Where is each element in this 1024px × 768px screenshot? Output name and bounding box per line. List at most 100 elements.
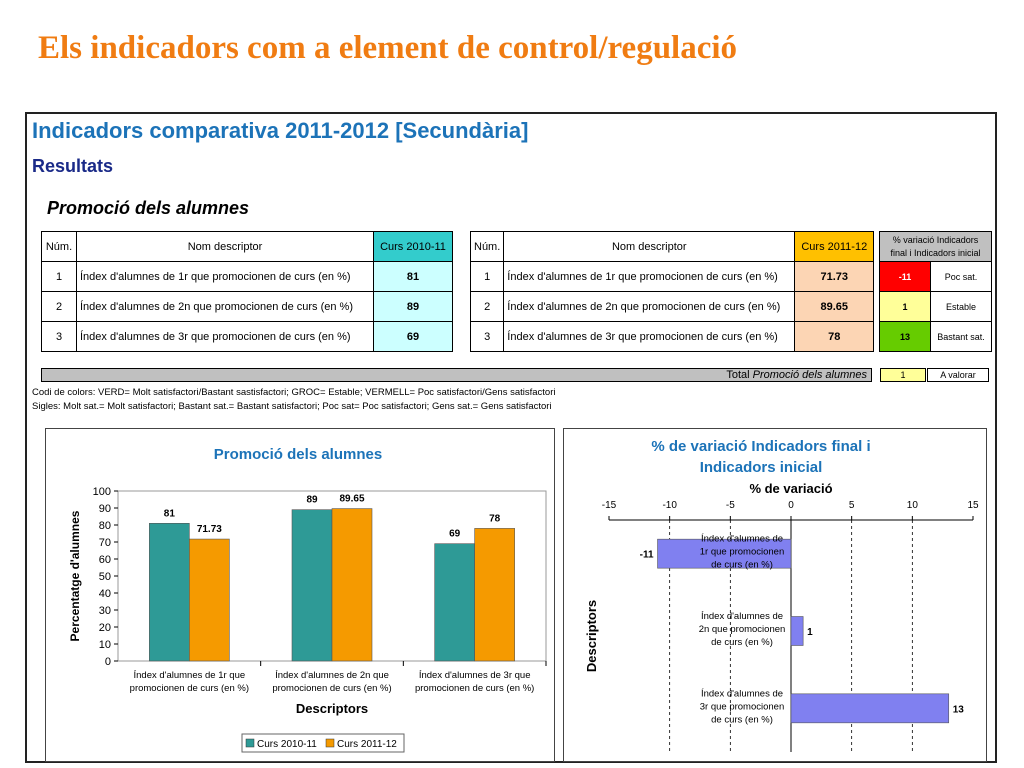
x-category-label: Índex d'alumnes de 2n que (275, 670, 389, 681)
variation-value: 13 (879, 321, 931, 352)
chart-title-line: % de variació Indicadors final i (651, 438, 870, 455)
header-num: Núm. (41, 231, 77, 262)
x-tick-label: 5 (849, 500, 855, 511)
row-descriptor: Índex d'alumnes de 2n que promocionen de… (503, 291, 796, 322)
table-header-row: Núm. Nom descriptor Curs 2010-11 (41, 231, 453, 262)
y-tick-label: 20 (99, 622, 111, 634)
bar-curs-2010-11 (149, 523, 190, 662)
variation-row: 13 Bastant sat. (879, 321, 992, 352)
table-row: 3 Índex d'alumnes de 3r que promocionen … (469, 321, 875, 352)
row-value: 69 (373, 321, 453, 352)
total-value: 1 (880, 368, 926, 382)
y-tick-label: 80 (99, 520, 111, 532)
table-row: 1 Índex d'alumnes de 1r que promocionen … (469, 261, 875, 292)
table-header-row: Núm. Nom descriptor Curs 2011-12 (469, 231, 875, 262)
row-value: 71.73 (794, 261, 875, 292)
table-curs-2011-12: Núm. Nom descriptor Curs 2011-12 1 Índex… (469, 231, 875, 352)
x-axis-title: % de variació (749, 481, 832, 496)
variation-bar (790, 616, 804, 646)
sheet-subtitle: Resultats (32, 156, 114, 176)
bar-value-label: -11 (640, 550, 654, 561)
table-row: 1 Índex d'alumnes de 1r que promocionen … (41, 261, 453, 292)
chart-promocio: Promoció dels alumnes 0 10 20 30 40 50 60 70 80 90… (45, 428, 555, 762)
y-tick-label: 10 (99, 639, 111, 651)
total-status: A valorar (927, 368, 989, 382)
variation-row: -11 Poc sat. (879, 261, 992, 292)
chart-variacio-svg: % de variació Indicadors final i Indicado… (584, 438, 979, 752)
abbreviation-note: Sigles: Molt sat.= Molt satisfactori; Ba… (32, 401, 552, 412)
x-category-label: promocionen de curs (en %) (130, 683, 249, 694)
row-descriptor: Índex d'alumnes de 3r que promocionen de… (76, 321, 374, 352)
table-row: 2 Índex d'alumnes de 2n que promocionen … (469, 291, 875, 322)
table-row: 3 Índex d'alumnes de 3r que promocionen … (41, 321, 453, 352)
y-tick-label: 60 (99, 554, 111, 566)
variation-status: Poc sat. (930, 261, 992, 292)
bar-value-label: 1 (807, 627, 813, 638)
variation-bar (790, 693, 950, 724)
x-category-label: Índex d'alumnes de 1r que (133, 670, 245, 681)
variation-header-row: % variació Indicadors final i Indicadors… (879, 231, 992, 262)
row-descriptor: Índex d'alumnes de 1r que promocionen de… (76, 261, 374, 292)
y-tick-label: 50 (99, 571, 111, 583)
variation-header-line1: % variació Indicadors (892, 234, 979, 245)
total-label-prefix: Total (726, 369, 753, 381)
x-tick-label: -15 (602, 500, 617, 511)
bar-value-label: 69 (449, 529, 461, 540)
y-category-label: Índex d'alumnes de (701, 611, 783, 622)
header-curs-2010-11: Curs 2010-11 (373, 231, 453, 262)
x-tick-label: -5 (726, 500, 735, 511)
y-axis-title: Percentatge d'alumnes (68, 510, 82, 641)
bar-value-label: 13 (953, 704, 965, 715)
row-value: 78 (794, 321, 875, 352)
y-category-label: 3r que promocionen (700, 701, 785, 712)
y-category-label: de curs (en %) (711, 637, 773, 648)
bar-value-label: 89 (306, 495, 318, 506)
spreadsheet-panel: Indicadors comparativa 2011-2012 [Secund… (25, 112, 997, 763)
row-descriptor: Índex d'alumnes de 1r que promocionen de… (503, 261, 796, 292)
row-value: 89.65 (794, 291, 875, 322)
y-tick-label: 0 (105, 656, 111, 668)
variation-status: Bastant sat. (930, 321, 992, 352)
row-descriptor: Índex d'alumnes de 2n que promocionen de… (76, 291, 374, 322)
legend-label: Curs 2010-11 (257, 739, 317, 750)
slide-title: Els indicadors com a element de control/… (38, 30, 738, 66)
row-num: 2 (41, 291, 77, 322)
bar-curs-2011-12 (189, 538, 230, 662)
chart-promocio-svg: Promoció dels alumnes 0 10 20 30 40 50 60 70 80 90… (68, 446, 547, 753)
variation-header-line2: final i Indicadors inicial (890, 247, 981, 258)
x-tick-label: 10 (907, 500, 919, 511)
row-descriptor: Índex d'alumnes de 3r que promocionen de… (503, 321, 796, 352)
row-num: 2 (469, 291, 505, 322)
header-curs-2011-12: Curs 2011-12 (794, 231, 875, 262)
x-tick-label: -10 (662, 500, 677, 511)
row-num: 1 (41, 261, 77, 292)
y-axis-title: Descriptors (584, 600, 599, 672)
bar-value-label: 78 (489, 513, 501, 524)
x-category-label: promocionen de curs (en %) (415, 683, 534, 694)
table-row: 2 Índex d'alumnes de 2n que promocionen … (41, 291, 453, 322)
y-tick-label: 30 (99, 605, 111, 617)
row-num: 3 (41, 321, 77, 352)
row-value: 89 (373, 291, 453, 322)
legend-swatch (325, 738, 335, 748)
chart-title-line: Indicadors inicial (700, 459, 823, 476)
total-label: Total Promoció dels alumnes (41, 368, 872, 382)
variation-table: % variació Indicadors final i Indicadors… (879, 231, 992, 352)
y-category-label: 1r que promocionen (700, 547, 785, 558)
y-category-label: Índex d'alumnes de (701, 688, 783, 699)
variation-status: Estable (930, 291, 992, 322)
y-category-label: de curs (en %) (711, 714, 773, 725)
header-descriptor: Nom descriptor (503, 231, 796, 262)
variation-value: -11 (879, 261, 931, 292)
bar-curs-2010-11 (434, 543, 475, 662)
x-axis-title: Descriptors (296, 701, 368, 716)
y-tick-label: 100 (93, 486, 111, 498)
bar-curs-2010-11 (291, 509, 333, 662)
bar-value-label: 71.73 (197, 524, 222, 535)
row-num: 1 (469, 261, 505, 292)
table-curs-2010-11: Núm. Nom descriptor Curs 2010-11 1 Índex… (41, 231, 453, 352)
total-label-italic: Promoció dels alumnes (752, 369, 867, 381)
y-category-label: de curs (en %) (711, 560, 773, 571)
chart-title: Promoció dels alumnes (214, 446, 382, 463)
x-tick-label: 0 (788, 500, 794, 511)
